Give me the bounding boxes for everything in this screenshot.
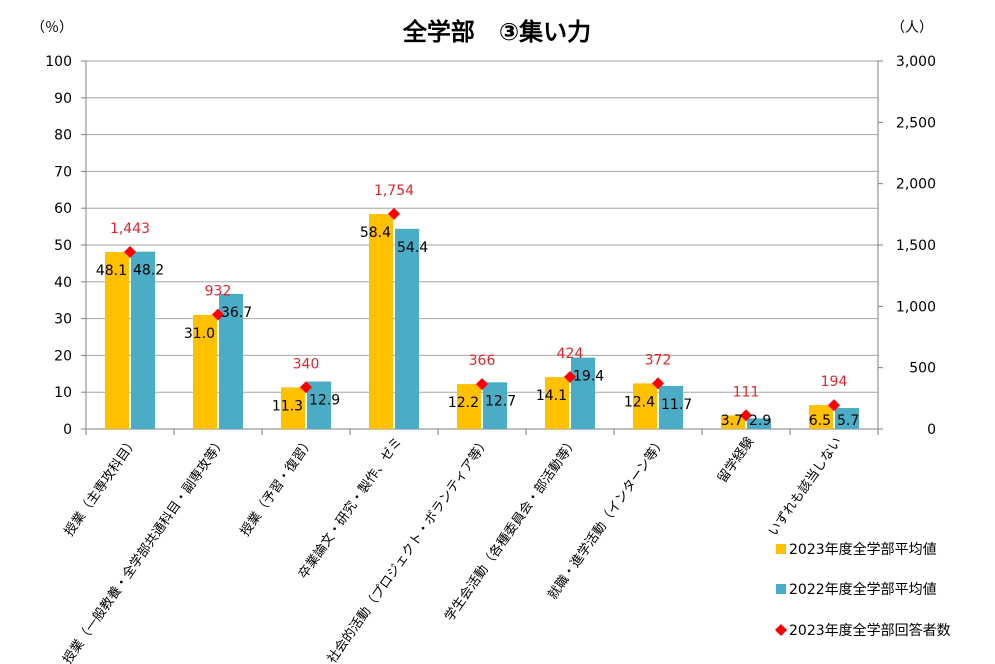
bar-2022-value-label: 5.7 (837, 413, 859, 429)
left-tick-label: 70 (54, 164, 72, 180)
bar-2022-value-label: 12.7 (485, 393, 516, 409)
respondent-count-label: 932 (205, 284, 232, 300)
bar-2022 (571, 357, 595, 429)
data-labels: 48.1 48.2 1,443 31.0 36.7 932 11.3 12.9 340 58.4 5… (96, 183, 859, 429)
category-label: 授業（予習・復習） (237, 434, 317, 539)
left-axis-unit: （％） (31, 20, 73, 36)
respondent-count-label: 1,754 (374, 183, 414, 199)
right-axis-unit: （人） (891, 20, 933, 36)
legend-label-respondents: 2023年度全学部回答者数 (789, 622, 951, 639)
bar-2022 (131, 251, 155, 429)
bar-2022-value-label: 11.7 (661, 397, 692, 413)
category-label: いずれも該当しない (765, 434, 845, 539)
legend: 2023年度全学部平均値 2022年度全学部平均値 2023年度全学部回答者数 (775, 541, 951, 639)
respondent-marker (740, 409, 752, 422)
bar-2023 (281, 387, 305, 429)
left-tick-label: 60 (54, 201, 72, 217)
bar-2022-value-label: 48.2 (133, 263, 164, 279)
right-tick-label: 1,000 (896, 299, 936, 315)
bar-2022-value-label: 36.7 (221, 305, 252, 321)
category-label: 授業（一般教養・全学部共通科目・副専攻等） (60, 434, 230, 664)
legend-label-2023: 2023年度全学部平均値 (789, 541, 937, 558)
respondent-count-label: 366 (469, 353, 496, 369)
category-labels: 授業（主専攻科目）授業（一般教養・全学部共通科目・副専攻等） 授業（予習・復習）卒… (60, 434, 846, 664)
bar-2023 (545, 377, 569, 429)
left-tick-label: 80 (54, 128, 72, 144)
bar-2022 (395, 228, 419, 429)
left-tick-label: 0 (63, 422, 72, 438)
left-tick-label: 90 (54, 91, 72, 107)
bar-2022-value-label: 12.9 (309, 393, 340, 409)
respondent-marker (476, 378, 488, 391)
bar-2023 (369, 214, 393, 429)
legend-marker-respondents (775, 624, 787, 636)
category-label: 留学経験 (714, 434, 757, 486)
respondent-count-label: 194 (821, 374, 848, 390)
left-tick-label: 100 (45, 54, 72, 70)
bar-2023-value-label: 48.1 (96, 263, 127, 279)
bar-2023-value-label: 12.4 (624, 394, 655, 410)
respondent-marker (124, 245, 136, 258)
respondent-marker (828, 399, 840, 412)
bar-2022-value-label: 2.9 (749, 413, 771, 429)
bar-2022 (483, 382, 507, 429)
bar-2022-value-label: 54.4 (397, 240, 428, 256)
respondent-marker (388, 207, 400, 220)
bar-2023-value-label: 14.1 (536, 388, 567, 404)
category-label: 卒業論文・研究・製作、ゼミ (295, 434, 405, 582)
bar-2023 (633, 383, 657, 429)
bar-2023 (457, 384, 481, 429)
right-tick-label: 3,000 (896, 54, 936, 70)
chart-title: 全学部 ③集い力 (402, 18, 591, 46)
bar-2023-value-label: 12.2 (448, 395, 479, 411)
left-tick-label: 50 (54, 238, 72, 254)
bar-2023 (721, 415, 745, 429)
bar-2022 (307, 381, 331, 429)
right-tick-label: 0 (927, 422, 936, 438)
axes: 0 10 20 30 40 50 60 70 80 90 100 0 500 1,000 1,500 2,00… (45, 54, 936, 438)
legend-swatch-2023 (776, 544, 786, 554)
category-label: 授業（主専攻科目） (61, 434, 141, 539)
left-tick-label: 10 (54, 385, 72, 401)
respondent-marker (212, 308, 224, 321)
bar-2023-value-label: 31.0 (184, 326, 215, 342)
respondent-count-label: 424 (557, 346, 584, 362)
bar-2023-value-label: 6.5 (809, 413, 831, 429)
bars (105, 214, 859, 429)
bar-2022 (659, 385, 683, 429)
right-tick-label: 2,500 (896, 115, 936, 131)
respondent-count-label: 111 (733, 384, 760, 400)
right-tick-label: 1,500 (896, 238, 936, 254)
bar-2023 (809, 405, 833, 429)
legend-swatch-2022 (776, 584, 786, 594)
bar-2023-value-label: 11.3 (272, 398, 303, 414)
bar-2023-value-label: 3.7 (721, 413, 743, 429)
respondent-count-label: 372 (645, 352, 672, 368)
respondent-count-label: 340 (293, 356, 320, 372)
left-tick-label: 20 (54, 348, 72, 364)
respondent-marker (652, 377, 664, 390)
respondent-marker (300, 381, 312, 394)
right-tick-label: 2,000 (896, 177, 936, 193)
bar-2023-value-label: 58.4 (360, 225, 391, 241)
respondent-markers (124, 207, 840, 422)
bar-2022-value-label: 19.4 (573, 369, 604, 385)
legend-label-2022: 2022年度全学部平均値 (789, 581, 937, 598)
bar-2022 (835, 408, 859, 429)
category-label: 社会的活動（プロジェクト・ボランティア等） (324, 434, 493, 664)
bar-2022 (747, 418, 771, 429)
bar-2023 (105, 251, 129, 429)
right-tick-label: 500 (909, 361, 936, 377)
bar-2022 (219, 293, 243, 429)
left-tick-label: 30 (54, 312, 72, 328)
bar-2023 (193, 314, 217, 429)
respondent-marker (564, 370, 576, 383)
respondent-count-label: 1,443 (110, 221, 150, 237)
left-tick-label: 40 (54, 275, 72, 291)
